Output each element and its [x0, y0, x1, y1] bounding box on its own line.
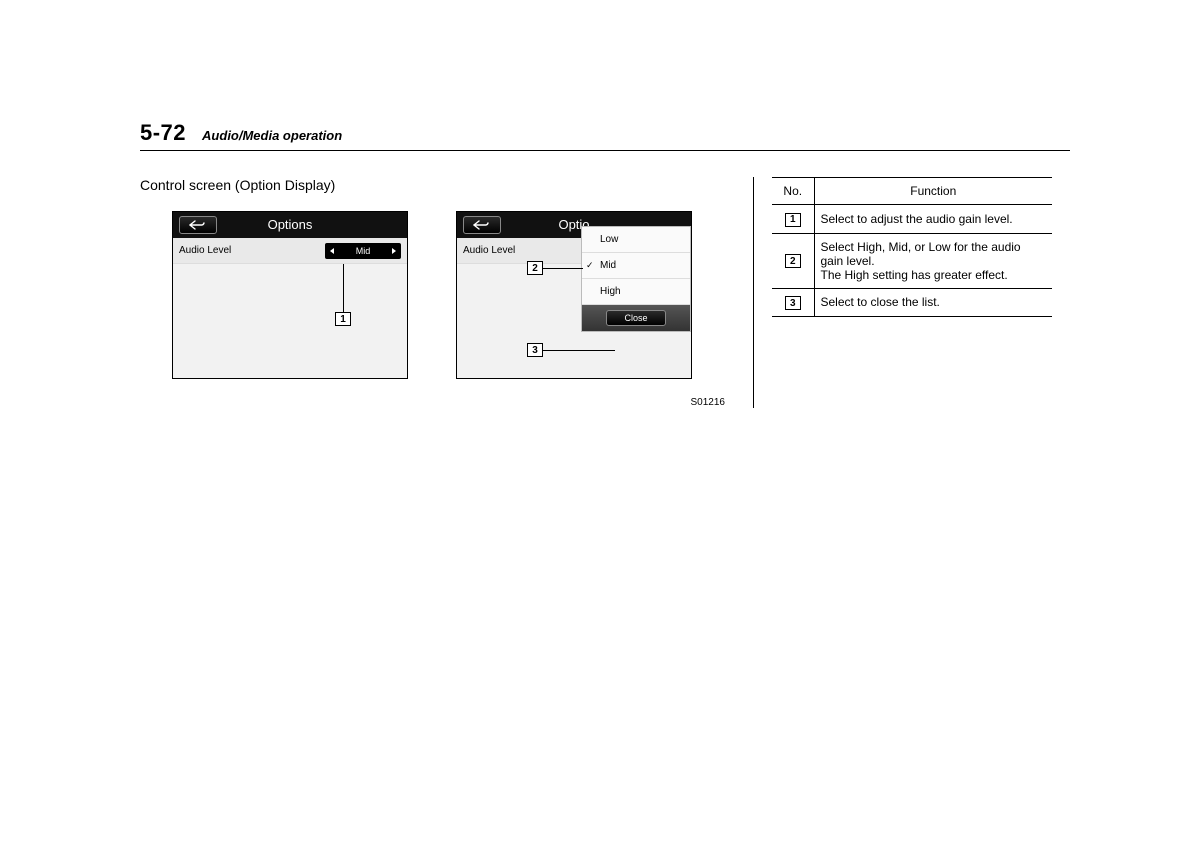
screen1-title: Options [173, 217, 407, 232]
page-header: 5-72 Audio/Media operation [140, 120, 1070, 151]
row-num-2: 2 [785, 254, 801, 268]
callout-lead-1 [343, 264, 344, 312]
audio-level-dropdown: Low Mid High Close [581, 226, 691, 332]
row-func-1: Select to adjust the audio gain level. [814, 205, 1052, 234]
dropdown-close-button[interactable]: Close [606, 310, 666, 326]
audio-level-label-2: Audio Level [463, 245, 515, 256]
dropdown-item-mid[interactable]: Mid [582, 253, 690, 279]
row-num-3: 3 [785, 296, 801, 310]
audio-level-row: Audio Level Mid [173, 238, 407, 264]
screen-options-open: Optio Audio Level Low Mid High Cl [456, 211, 692, 379]
table-row: 1 Select to adjust the audio gain level. [772, 205, 1052, 234]
dropdown-close-label: Close [624, 313, 647, 323]
audio-level-label: Audio Level [179, 245, 231, 256]
th-function: Function [814, 178, 1052, 205]
audio-level-value: Mid [356, 246, 371, 256]
section-title: Audio/Media operation [202, 128, 342, 143]
figure-screens: Options Audio Level Mid 1 [172, 211, 725, 379]
callout-lead-3 [543, 350, 615, 351]
screen1-header: Options [173, 212, 407, 238]
function-table: No. Function 1 Select to adjust the audi… [772, 177, 1052, 317]
dropdown-label-mid: Mid [600, 260, 616, 271]
callout-3: 3 [527, 343, 543, 357]
row-func-2: Select High, Mid, or Low for the audio g… [814, 233, 1052, 288]
dropdown-label-high: High [600, 286, 621, 297]
table-row: 2 Select High, Mid, or Low for the audio… [772, 233, 1052, 288]
row-func-3: Select to close the list. [814, 288, 1052, 317]
page-number: 5-72 [140, 120, 186, 146]
audio-level-selector[interactable]: Mid [325, 243, 401, 259]
callout-lead-2 [543, 268, 583, 269]
figure-caption: Control screen (Option Display) [140, 177, 725, 193]
screen-options-closed: Options Audio Level Mid 1 [172, 211, 408, 379]
table-row: 3 Select to close the list. [772, 288, 1052, 317]
dropdown-item-high[interactable]: High [582, 279, 690, 305]
callout-2: 2 [527, 261, 543, 275]
dropdown-label-low: Low [600, 234, 618, 245]
figure-code: S01216 [140, 397, 725, 408]
th-no: No. [772, 178, 814, 205]
dropdown-item-low[interactable]: Low [582, 227, 690, 253]
callout-1: 1 [335, 312, 351, 326]
dropdown-close-bar: Close [582, 305, 690, 331]
row-num-1: 1 [785, 213, 801, 227]
